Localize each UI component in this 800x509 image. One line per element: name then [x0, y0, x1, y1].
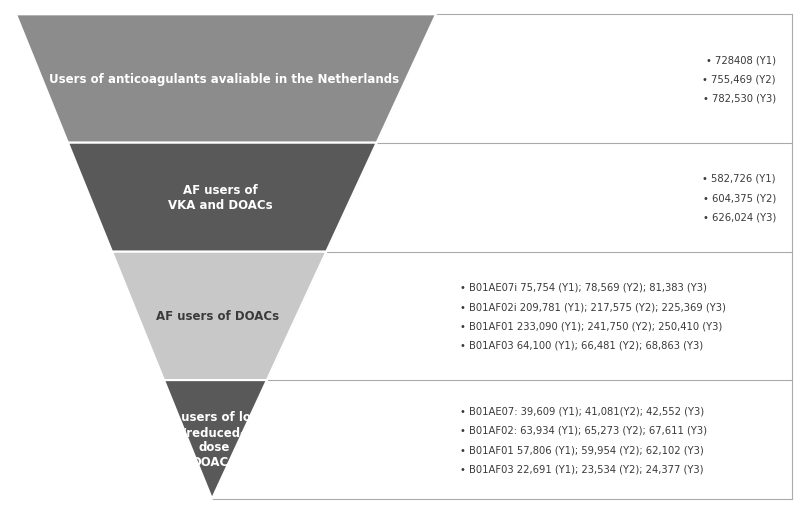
Polygon shape: [164, 380, 267, 499]
Text: • B01AF01 233,090 (Y1); 241,750 (Y2); 250,410 (Y3): • B01AF01 233,090 (Y1); 241,750 (Y2); 25…: [460, 321, 722, 331]
Polygon shape: [68, 144, 377, 252]
Text: AF users of DOACs: AF users of DOACs: [156, 310, 279, 323]
Text: • 582,726 (Y1): • 582,726 (Y1): [702, 174, 776, 183]
Text: • 755,469 (Y2): • 755,469 (Y2): [702, 74, 776, 84]
Text: Users of anticoagulants avaliable in the Netherlands: Users of anticoagulants avaliable in the…: [49, 73, 399, 86]
Text: AF users of low-
/reduced-
dose
DOACs: AF users of low- /reduced- dose DOACs: [161, 411, 267, 468]
Text: • 604,375 (Y2): • 604,375 (Y2): [702, 193, 776, 203]
Text: • B01AF01 57,806 (Y1); 59,954 (Y2); 62,102 (Y3): • B01AF01 57,806 (Y1); 59,954 (Y2); 62,1…: [460, 444, 704, 454]
Text: • 626,024 (Y3): • 626,024 (Y3): [702, 212, 776, 222]
Text: AF users of
VKA and DOACs: AF users of VKA and DOACs: [169, 184, 273, 212]
Text: • B01AF03 22,691 (Y1); 23,534 (Y2); 24,377 (Y3): • B01AF03 22,691 (Y1); 23,534 (Y2); 24,3…: [460, 464, 703, 473]
Text: • B01AE07i 75,754 (Y1); 78,569 (Y2); 81,383 (Y3): • B01AE07i 75,754 (Y1); 78,569 (Y2); 81,…: [460, 282, 707, 292]
Text: • 782,530 (Y3): • 782,530 (Y3): [703, 94, 776, 104]
Polygon shape: [16, 15, 436, 144]
Text: • B01AF03 64,100 (Y1); 66,481 (Y2); 68,863 (Y3): • B01AF03 64,100 (Y1); 66,481 (Y2); 68,8…: [460, 341, 703, 350]
Text: • B01AF02i 209,781 (Y1); 217,575 (Y2); 225,369 (Y3): • B01AF02i 209,781 (Y1); 217,575 (Y2); 2…: [460, 302, 726, 312]
Text: • B01AE07: 39,609 (Y1); 41,081(Y2); 42,552 (Y3): • B01AE07: 39,609 (Y1); 41,081(Y2); 42,5…: [460, 406, 704, 415]
Polygon shape: [112, 252, 326, 380]
Text: • 728408 (Y1): • 728408 (Y1): [706, 55, 776, 65]
Text: • B01AF02: 63,934 (Y1); 65,273 (Y2); 67,611 (Y3): • B01AF02: 63,934 (Y1); 65,273 (Y2); 67,…: [460, 425, 707, 435]
